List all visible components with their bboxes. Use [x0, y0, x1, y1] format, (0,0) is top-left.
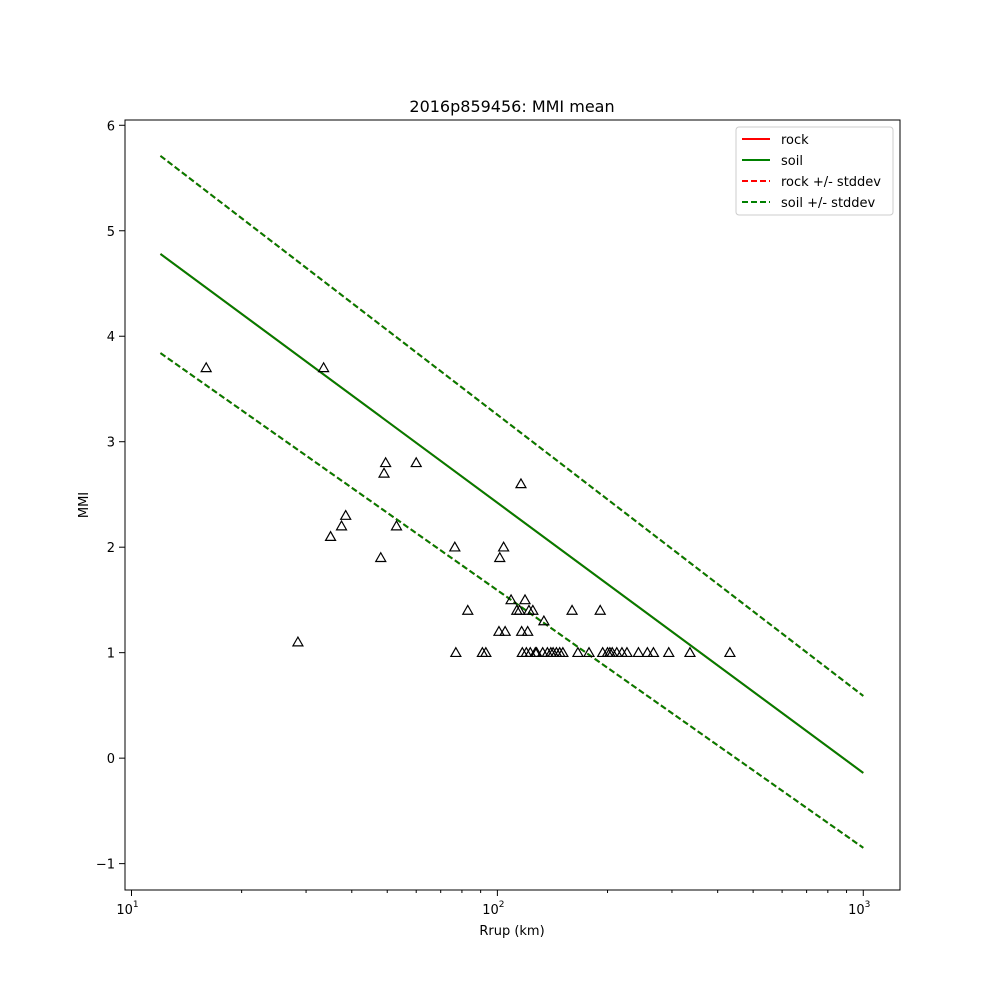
x-axis: 101 102 103	[116, 890, 870, 918]
y-tick-label: 6	[107, 119, 115, 134]
observation-point	[530, 646, 543, 658]
observation-point	[499, 625, 512, 636]
observation-point	[505, 593, 518, 605]
observation-point	[723, 646, 736, 658]
observation-point	[683, 646, 696, 658]
observation-point	[641, 646, 654, 658]
observation-point	[513, 604, 526, 615]
x-axis-label: Rrup (km)	[479, 924, 544, 939]
legend-box	[735, 126, 894, 216]
chart-title: 2016p859456: MMI mean	[409, 97, 614, 116]
observation-point	[324, 530, 337, 541]
series-layer	[159, 155, 864, 849]
y-axis-label: MMI	[77, 492, 92, 518]
observation-point	[526, 604, 539, 615]
y-tick-label: 0	[107, 752, 115, 767]
y-tick-label: 4	[107, 330, 115, 345]
x-tick-label: 102	[482, 900, 504, 918]
observation-point	[662, 646, 675, 658]
observation-point	[317, 361, 330, 373]
observation-point	[514, 477, 527, 489]
y-axis: −1 0 1 2 3 4 5 6	[96, 119, 125, 873]
y-tick-label: 2	[107, 541, 115, 556]
observation-point	[518, 593, 532, 605]
axes-frame	[124, 119, 901, 891]
observation-point	[515, 625, 528, 636]
observation-point	[537, 614, 550, 626]
y-tick-label: −1	[96, 858, 115, 873]
observation-point	[566, 604, 579, 615]
observation-point	[556, 646, 569, 658]
observation-point	[521, 625, 534, 636]
axes-background	[125, 120, 900, 890]
observation-point	[632, 646, 645, 658]
observation-point	[374, 551, 387, 563]
legend-label: rock	[781, 133, 809, 148]
legend: rock soil rock +/- stddev soil +/- stddev	[735, 126, 894, 216]
observation-point	[448, 540, 461, 552]
observation-point	[200, 361, 213, 373]
observation-point	[620, 646, 633, 658]
observation-point	[377, 467, 391, 478]
observation-point	[594, 604, 607, 615]
legend-label: rock +/- stddev	[781, 175, 881, 190]
y-tick-label: 5	[107, 225, 115, 240]
observation-point	[461, 604, 474, 615]
observation-point	[479, 646, 492, 658]
legend-label: soil	[781, 154, 803, 169]
observation-point	[582, 646, 596, 658]
observation-point	[410, 456, 423, 468]
series-line-soil	[159, 253, 864, 774]
series-upper-soil-stddev	[159, 155, 864, 697]
observation-point	[492, 625, 505, 636]
observation-point	[647, 646, 660, 658]
observation-point	[379, 456, 392, 468]
y-tick-label: 3	[107, 436, 115, 451]
observation-point	[291, 635, 304, 647]
observation-point	[497, 540, 510, 552]
observation-point	[339, 509, 352, 520]
series-lower-soil-stddev	[159, 352, 864, 849]
observation-markers	[200, 361, 736, 658]
plot-area	[124, 119, 901, 891]
observation-point	[449, 646, 462, 658]
observation-point	[390, 519, 403, 531]
legend-label: soil +/- stddev	[781, 196, 876, 211]
x-tick-label: 103	[848, 900, 870, 918]
observation-point	[493, 551, 506, 563]
y-tick-label: 1	[107, 647, 115, 662]
observation-point	[571, 646, 584, 658]
x-tick-label: 101	[116, 900, 138, 918]
observation-point	[335, 519, 348, 531]
